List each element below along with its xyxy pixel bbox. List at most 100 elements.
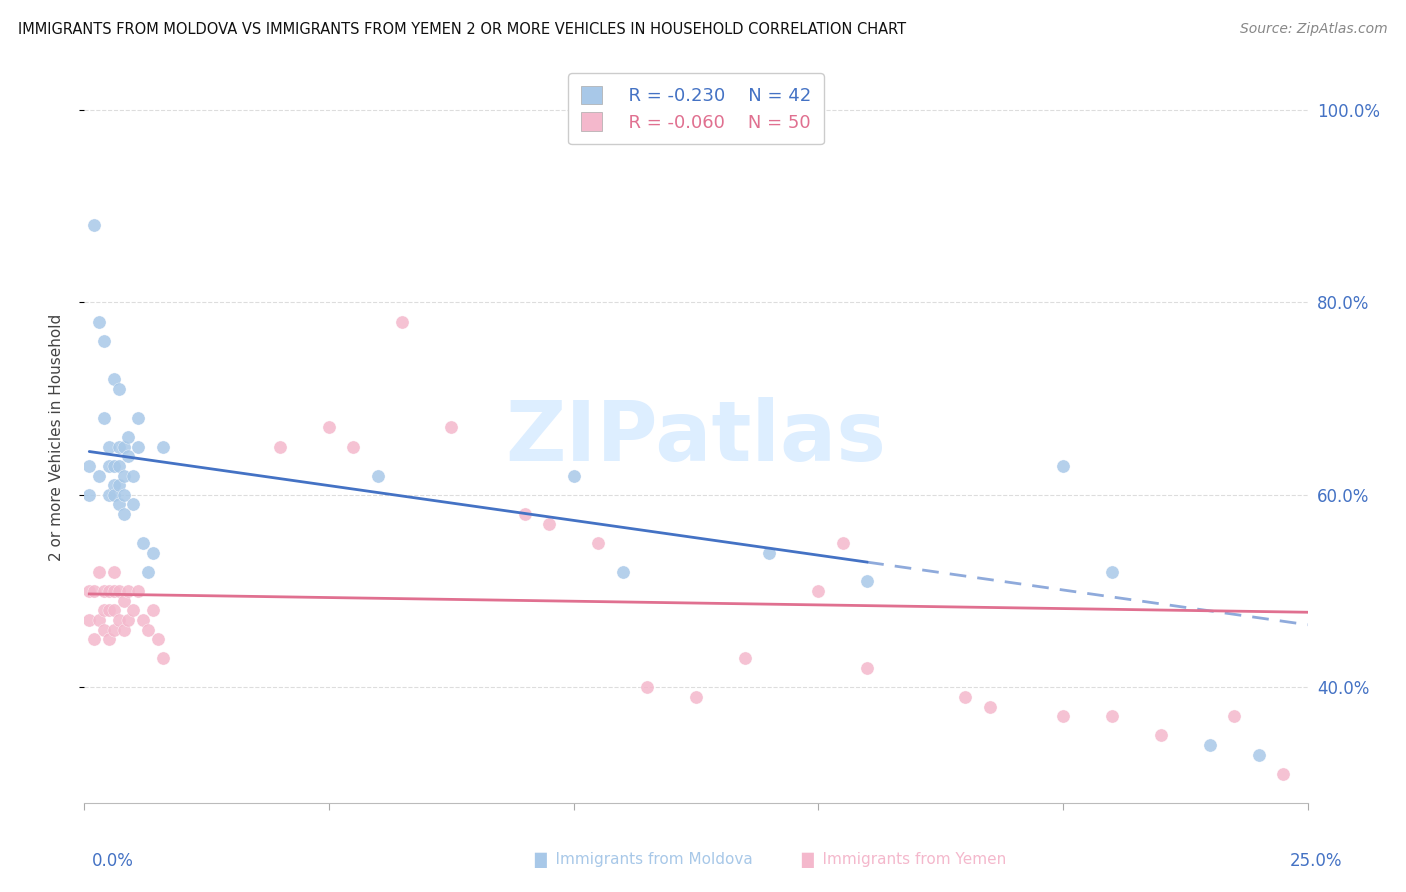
Point <box>1150 728 1173 742</box>
Point <box>586 536 609 550</box>
Point <box>83 584 105 599</box>
Point <box>107 382 129 396</box>
Point <box>103 372 125 386</box>
Point <box>758 545 780 559</box>
Point <box>97 440 120 454</box>
Point <box>136 565 159 579</box>
Point <box>93 334 115 348</box>
Point <box>1247 747 1270 762</box>
Y-axis label: 2 or more Vehicles in Household: 2 or more Vehicles in Household <box>49 313 63 561</box>
Point <box>117 430 139 444</box>
Point <box>142 545 165 559</box>
Point <box>107 478 129 492</box>
Point <box>152 440 174 454</box>
Point <box>77 584 100 599</box>
Point <box>1052 709 1074 723</box>
Point <box>391 315 413 329</box>
Point <box>103 488 125 502</box>
Point <box>122 498 145 512</box>
Point <box>979 699 1001 714</box>
Point <box>127 440 149 454</box>
Text: █  Immigrants from Yemen: █ Immigrants from Yemen <box>801 852 1007 868</box>
Point <box>1101 709 1123 723</box>
Point <box>103 603 125 617</box>
Point <box>117 584 139 599</box>
Point <box>1101 565 1123 579</box>
Point <box>83 219 105 233</box>
Point <box>117 613 139 627</box>
Point <box>831 536 853 550</box>
Point <box>367 468 389 483</box>
Point <box>1198 738 1220 752</box>
Point <box>612 565 634 579</box>
Point <box>538 516 561 531</box>
Text: IMMIGRANTS FROM MOLDOVA VS IMMIGRANTS FROM YEMEN 2 OR MORE VEHICLES IN HOUSEHOLD: IMMIGRANTS FROM MOLDOVA VS IMMIGRANTS FR… <box>18 22 907 37</box>
Point <box>807 584 830 599</box>
Point <box>107 584 129 599</box>
Point <box>103 565 125 579</box>
Point <box>107 498 129 512</box>
Point <box>77 458 100 473</box>
Point <box>122 603 145 617</box>
Point <box>136 623 159 637</box>
Point <box>87 315 110 329</box>
Point <box>152 651 174 665</box>
Point <box>103 623 125 637</box>
Point <box>342 440 364 454</box>
Point <box>318 420 340 434</box>
Point <box>269 440 291 454</box>
Point <box>117 450 139 464</box>
Legend:   R = -0.230    N = 42,   R = -0.060    N = 50: R = -0.230 N = 42, R = -0.060 N = 50 <box>568 73 824 145</box>
Point <box>77 613 100 627</box>
Point <box>87 565 110 579</box>
Point <box>97 458 120 473</box>
Point <box>93 584 115 599</box>
Point <box>107 440 129 454</box>
Text: 25.0%: 25.0% <box>1291 852 1343 870</box>
Point <box>103 478 125 492</box>
Point <box>112 440 135 454</box>
Point <box>93 603 115 617</box>
Point <box>685 690 707 704</box>
Point <box>103 458 125 473</box>
Point <box>856 661 879 675</box>
Point <box>856 574 879 589</box>
Point <box>97 603 120 617</box>
Point <box>127 584 149 599</box>
Point <box>93 410 115 425</box>
Point <box>103 584 125 599</box>
Point <box>440 420 463 434</box>
Point <box>734 651 756 665</box>
Point <box>1272 767 1295 781</box>
Point <box>112 488 135 502</box>
Text: █  Immigrants from Moldova: █ Immigrants from Moldova <box>534 852 754 868</box>
Text: 0.0%: 0.0% <box>91 852 134 870</box>
Point <box>1223 709 1246 723</box>
Point <box>562 468 585 483</box>
Point <box>122 468 145 483</box>
Point <box>83 632 105 647</box>
Point <box>513 507 536 521</box>
Point <box>636 681 658 695</box>
Point <box>127 410 149 425</box>
Point <box>93 623 115 637</box>
Text: Source: ZipAtlas.com: Source: ZipAtlas.com <box>1240 22 1388 37</box>
Point <box>112 468 135 483</box>
Point <box>87 468 110 483</box>
Point <box>97 584 120 599</box>
Point <box>97 632 120 647</box>
Point <box>107 458 129 473</box>
Point <box>87 613 110 627</box>
Point <box>77 488 100 502</box>
Point <box>107 613 129 627</box>
Point <box>142 603 165 617</box>
Point <box>112 593 135 607</box>
Text: ZIPatlas: ZIPatlas <box>506 397 886 477</box>
Point <box>132 536 155 550</box>
Point <box>146 632 169 647</box>
Point <box>112 507 135 521</box>
Point <box>953 690 976 704</box>
Point <box>1052 458 1074 473</box>
Point <box>97 488 120 502</box>
Point <box>112 623 135 637</box>
